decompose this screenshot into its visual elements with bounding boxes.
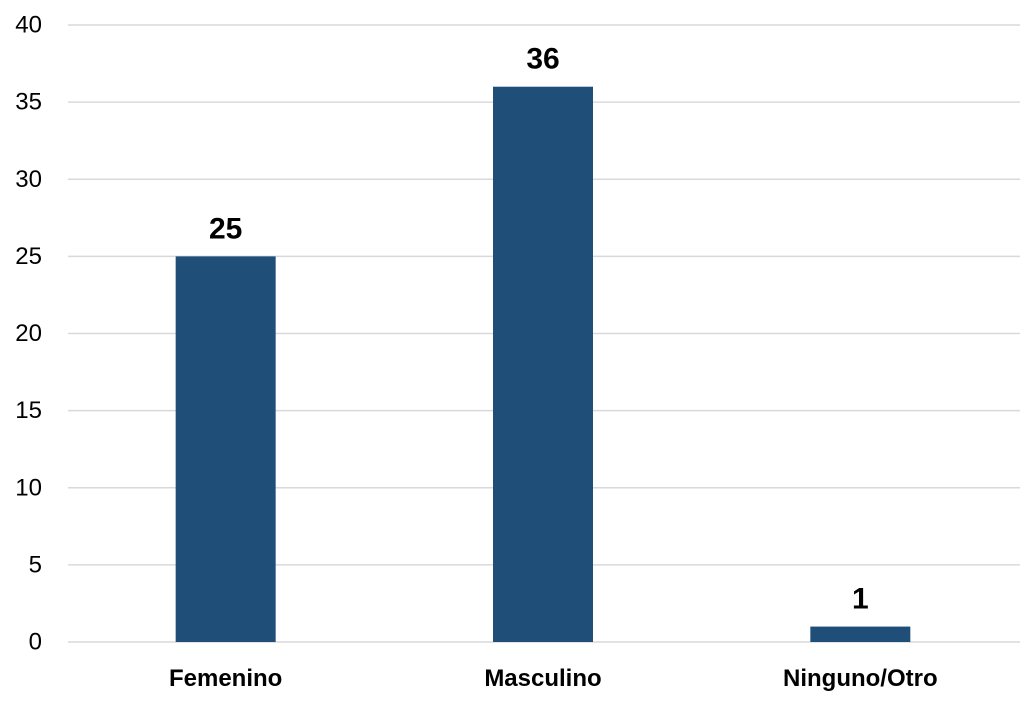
y-tick-label: 35	[15, 89, 42, 116]
bars	[175, 86, 911, 642]
y-tick-label: 40	[15, 12, 42, 39]
y-tick-label: 0	[29, 629, 42, 656]
y-tick-label: 15	[15, 397, 42, 424]
bar	[175, 256, 276, 642]
y-tick-label: 10	[15, 474, 42, 501]
data-label: 25	[209, 212, 242, 245]
y-axis-ticks: 0 5 10 15 20 25 30 35 40	[15, 12, 42, 656]
y-tick-label: 20	[15, 320, 42, 347]
data-label: 1	[852, 583, 869, 616]
y-tick-label: 25	[15, 243, 42, 270]
x-tick-label: Ninguno/Otro	[783, 665, 938, 692]
x-tick-label: Masculino	[484, 665, 601, 692]
x-axis-labels: Femenino Masculino Ninguno/Otro	[169, 665, 938, 692]
bar	[493, 86, 593, 642]
data-labels: 25 36 1	[209, 43, 869, 616]
y-tick-label: 30	[15, 166, 42, 193]
y-tick-label: 5	[29, 551, 42, 578]
bar	[810, 626, 911, 642]
x-tick-label: Femenino	[169, 665, 282, 692]
data-label: 36	[526, 43, 559, 76]
